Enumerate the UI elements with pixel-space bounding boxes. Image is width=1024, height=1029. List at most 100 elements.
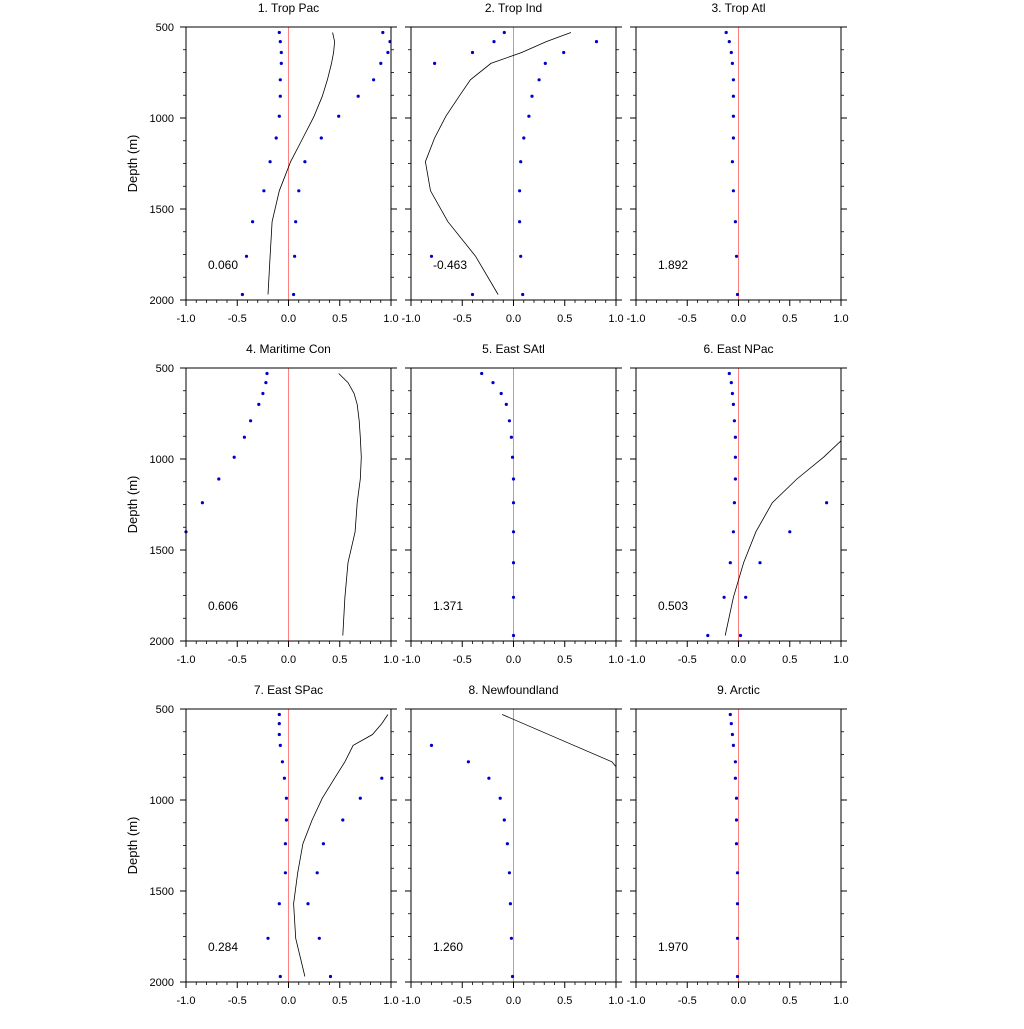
panel-4: 500 1000 1500 2000-1.0 -0.5 0.0 0.5 1.0 4. Marit… <box>125 342 399 666</box>
panel-value: 1.892 <box>658 258 688 272</box>
data-point-b <box>518 220 522 224</box>
data-point-a <box>278 974 282 979</box>
x-tick-label: -1.0 <box>402 313 421 325</box>
data-point-a <box>510 974 515 979</box>
x-tick-label: 0.5 <box>332 313 347 325</box>
data-point-a <box>731 743 736 748</box>
data-point-a <box>277 902 281 906</box>
x-tick-label: -0.5 <box>678 313 697 325</box>
data-point-a <box>728 712 732 717</box>
x-tick-label: 1.0 <box>383 313 398 325</box>
data-point-a <box>730 732 735 737</box>
data-point-a <box>504 402 508 406</box>
data-point-a <box>505 842 509 846</box>
panel-5: -1.0 -0.5 0.0 0.5 1.0 5. East SAtl 1.371 <box>402 342 624 666</box>
panel-9: -1.0 -0.5 0.0 0.5 1.0 9. Arctic 1.970 <box>627 683 849 1007</box>
x-tick-label: -1.0 <box>402 995 421 1007</box>
data-point-a <box>429 743 434 748</box>
x-tick-label: 1.0 <box>608 995 623 1007</box>
data-point-b <box>303 160 307 164</box>
x-tick-label: 0.5 <box>557 995 572 1007</box>
x-tick-label: -1.0 <box>627 313 646 325</box>
data-point-a <box>511 501 516 505</box>
data-point-a <box>266 936 270 940</box>
data-point-a <box>277 114 281 118</box>
x-tick-label: 0.5 <box>557 313 572 325</box>
data-point-a <box>734 842 739 846</box>
panel-title: 2. Trop Ind <box>485 1 542 15</box>
y-tick-label: 500 <box>156 22 174 34</box>
y-tick-label: 1500 <box>150 545 174 557</box>
panel-1: 500 1000 1500 2000-1.0 -0.5 0.0 0.5 1.0 1. Trop … <box>125 1 399 325</box>
data-point-a <box>278 94 282 98</box>
data-point-b <box>562 50 566 55</box>
data-point-b <box>521 292 525 297</box>
x-tick-label: -0.5 <box>678 654 697 666</box>
x-tick-label: -0.5 <box>228 313 247 325</box>
data-point-b <box>293 254 297 258</box>
x-tick-label: 0.5 <box>332 995 347 1007</box>
data-point-a <box>511 633 516 638</box>
data-point-a <box>511 530 516 534</box>
data-point-a <box>722 595 726 599</box>
data-point-a <box>733 760 738 764</box>
data-point-b <box>315 871 319 875</box>
data-point-a <box>268 160 272 164</box>
data-point-a <box>731 136 736 140</box>
profile-line <box>338 373 362 636</box>
x-tick-label: 0.5 <box>782 313 797 325</box>
data-point-a <box>510 455 515 459</box>
data-point-a <box>509 435 513 439</box>
panel-value: 0.503 <box>658 599 688 613</box>
data-point-a <box>242 435 246 439</box>
x-tick-label: -1.0 <box>627 995 646 1007</box>
data-point-a <box>498 796 502 800</box>
data-point-b <box>380 776 384 780</box>
y-axis-label: Depth (m) <box>125 135 140 193</box>
data-point-a <box>249 419 253 423</box>
data-point-a <box>735 936 740 940</box>
y-tick-label: 500 <box>156 363 174 375</box>
data-point-b <box>328 974 333 979</box>
data-point-a <box>277 732 281 737</box>
data-point-a <box>507 419 511 423</box>
data-point-a <box>278 743 282 748</box>
data-point-a <box>283 871 287 875</box>
x-tick-label: 0.0 <box>281 313 296 325</box>
data-point-b <box>744 595 748 599</box>
data-point-a <box>262 189 266 193</box>
data-point-b <box>381 30 385 35</box>
x-tick-label: 0.5 <box>782 995 797 1007</box>
data-point-b <box>317 936 321 940</box>
data-point-a <box>732 419 737 423</box>
panel-value: -0.463 <box>433 258 467 272</box>
data-point-a <box>728 561 732 565</box>
data-point-b <box>321 842 325 846</box>
panel-value: 1.970 <box>658 940 688 954</box>
y-tick-label: 1000 <box>150 113 174 125</box>
x-tick-label: -0.5 <box>228 995 247 1007</box>
profile-line <box>502 714 616 768</box>
y-tick-label: 500 <box>156 704 174 716</box>
data-point-a <box>729 50 733 55</box>
data-point-a <box>265 371 269 376</box>
x-tick-label: -0.5 <box>453 313 472 325</box>
data-point-b <box>337 114 341 118</box>
data-point-a <box>274 136 278 140</box>
data-point-a <box>735 292 740 297</box>
data-point-a <box>729 722 733 726</box>
data-point-a <box>217 477 221 481</box>
x-tick-label: -0.5 <box>678 995 697 1007</box>
data-point-a <box>279 50 283 55</box>
data-point-a <box>257 402 261 406</box>
panel-title: 1. Trop Pac <box>258 1 319 15</box>
x-tick-label: 1.0 <box>608 313 623 325</box>
data-point-a <box>251 220 255 224</box>
data-point-a <box>735 974 740 979</box>
panel-7: 500 1000 1500 2000-1.0 -0.5 0.0 0.5 1.0 7. East … <box>125 683 399 1007</box>
panel-value: 1.371 <box>433 599 463 613</box>
data-point-a <box>282 776 286 780</box>
data-point-a <box>511 477 516 481</box>
